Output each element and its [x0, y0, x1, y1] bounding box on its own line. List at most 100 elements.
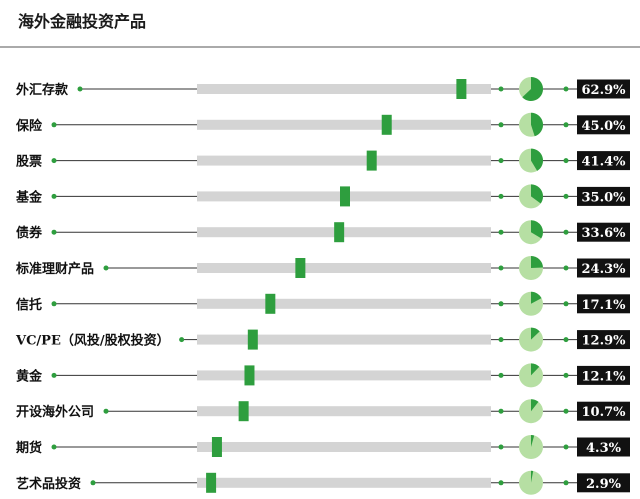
- leader-dot: [103, 408, 109, 414]
- chart-title: 海外金融投资产品: [18, 12, 146, 31]
- connector-dot: [563, 193, 569, 199]
- pie-slice: [531, 148, 543, 171]
- pie-slice: [531, 399, 539, 412]
- value-box: [577, 401, 630, 421]
- value-box: [577, 437, 630, 457]
- value-label: 45.0%: [581, 119, 626, 134]
- connector-dot: [498, 444, 504, 450]
- value-marker: [381, 114, 392, 135]
- value-label: 2.9%: [586, 477, 622, 492]
- leader-dot: [51, 193, 57, 199]
- value-marker: [206, 472, 217, 493]
- connector-dot: [498, 158, 504, 164]
- value-box: [577, 222, 630, 242]
- value-box: [577, 258, 630, 278]
- leader-dot: [51, 372, 57, 378]
- connector-dot: [563, 229, 569, 235]
- pie-slice: [531, 363, 540, 376]
- leader-dot: [51, 122, 57, 128]
- chart-rows: 外汇存款 62.9% 保险 45.0% 股票 41.4% 基金 35.0% 债券 33.6% 标准理…: [15, 77, 630, 495]
- category-label: VC/PE（风投/股权投资）: [15, 333, 170, 349]
- connector-dot: [498, 86, 504, 92]
- bar-track: [197, 155, 491, 166]
- connector-dot: [498, 193, 504, 199]
- category-label: 股票: [16, 154, 42, 170]
- value-box: [577, 115, 630, 135]
- leader-dot: [51, 229, 57, 235]
- connector-dot: [563, 408, 569, 414]
- value-marker: [456, 79, 467, 99]
- bar-track: [197, 298, 491, 309]
- value-box: [577, 365, 630, 385]
- pie-slice: [531, 291, 542, 304]
- value-label: 4.3%: [586, 441, 622, 456]
- leader-dot: [103, 265, 109, 271]
- pie-slice: [531, 435, 535, 447]
- connector-dot: [563, 265, 569, 271]
- category-label: 基金: [15, 189, 43, 205]
- bar-track: [197, 119, 491, 130]
- category-label: 黄金: [16, 368, 43, 384]
- pie-slice: [522, 77, 543, 101]
- connector-dot: [563, 122, 569, 128]
- category-label: 标准理财产品: [15, 261, 94, 277]
- value-box: [577, 330, 630, 350]
- connector-dot: [563, 301, 569, 307]
- connector-dot: [563, 86, 569, 92]
- bar-track: [197, 442, 491, 452]
- value-box: [577, 473, 630, 493]
- value-label: 12.1%: [581, 369, 626, 384]
- category-label: 开设海外公司: [16, 404, 94, 420]
- connector-dot: [563, 158, 569, 164]
- connector-dot: [498, 229, 504, 235]
- value-label: 41.4%: [581, 155, 626, 170]
- connector-dot: [563, 337, 569, 343]
- value-box: [577, 151, 630, 171]
- value-marker: [265, 293, 276, 314]
- connector-dot: [498, 301, 504, 307]
- bar-track: [197, 370, 491, 381]
- category-label: 信托: [16, 297, 42, 313]
- leader-dot: [90, 480, 96, 486]
- value-box: [577, 294, 630, 314]
- value-box: [577, 186, 630, 206]
- leader-dot: [51, 158, 57, 164]
- value-marker: [295, 258, 306, 278]
- value-marker: [340, 186, 350, 207]
- leader-dot: [51, 444, 57, 450]
- connector-dot: [563, 480, 569, 486]
- connector-dot: [563, 372, 569, 378]
- pie-slice: [531, 256, 543, 268]
- pie-slice: [531, 112, 543, 137]
- value-marker: [211, 437, 222, 457]
- connector-dot: [498, 122, 504, 128]
- bar-track: [197, 263, 491, 273]
- connector-dot: [498, 265, 504, 271]
- category-label: 保险: [15, 118, 43, 134]
- value-marker: [366, 150, 377, 171]
- value-label: 10.7%: [581, 405, 626, 420]
- bar-track: [197, 406, 491, 417]
- value-label: 12.9%: [581, 334, 626, 349]
- leader-dot: [179, 337, 185, 343]
- leader-dot: [77, 86, 83, 92]
- connector-dot: [563, 444, 569, 450]
- value-label: 24.3%: [581, 262, 626, 277]
- value-marker: [238, 401, 249, 422]
- value-box: [577, 79, 630, 99]
- bar-track: [197, 84, 491, 94]
- bar-track: [197, 334, 491, 345]
- pie-slice: [531, 184, 543, 204]
- category-label: 艺术品投资: [16, 476, 81, 492]
- value-marker: [334, 222, 345, 243]
- category-label: 期货: [16, 440, 42, 456]
- category-label: 外汇存款: [15, 82, 69, 98]
- value-label: 17.1%: [581, 298, 626, 313]
- pie-slice: [531, 327, 540, 340]
- value-label: 33.6%: [581, 226, 626, 241]
- pie-slice: [531, 220, 543, 239]
- category-label: 债券: [16, 225, 43, 241]
- value-marker: [247, 329, 258, 350]
- value-label: 62.9%: [581, 83, 626, 98]
